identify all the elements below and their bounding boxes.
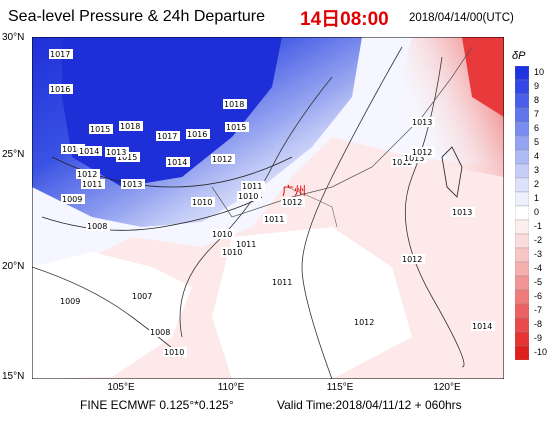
colorbar-swatch (515, 66, 529, 81)
init-time: 2018/04/14/00(UTC) (409, 12, 514, 24)
colorbar-swatch (515, 219, 529, 235)
colorbar-tick-label: -4 (534, 263, 543, 273)
colorbar-swatch (515, 177, 529, 193)
colorbar-tick-label: -9 (534, 333, 543, 343)
colorbar-tick-label: 4 (534, 151, 540, 161)
lon-tick: 110°E (217, 382, 245, 393)
colorbar-tick-label: -2 (534, 235, 543, 245)
colorbar-swatch (515, 107, 529, 123)
lat-tick: 20°N (2, 261, 25, 272)
lon-tick: 120°E (433, 382, 461, 393)
colorbar-tick-label: 1 (534, 193, 540, 203)
colorbar-swatch (515, 233, 529, 249)
colorbar-swatch (515, 205, 529, 221)
colorbar-swatch (515, 191, 529, 207)
colorbar-tick-label: 6 (534, 123, 540, 133)
colorbar-swatch (515, 317, 529, 333)
colorbar-label: δP (512, 50, 526, 62)
colorbar-swatch (515, 79, 529, 95)
colorbar-swatch (515, 261, 529, 277)
colorbar-tick-label: 9 (534, 81, 540, 91)
lat-tick: 30°N (2, 32, 25, 43)
colorbar-swatch (515, 289, 529, 305)
colorbar-swatch (515, 331, 529, 347)
colorbar-tick-label: 0 (534, 207, 540, 217)
valid-time-footer: Valid Time:2018/04/11/12 + 060hrs (277, 398, 462, 412)
lat-tick: 25°N (2, 149, 25, 160)
forecast-time-title: 14日08:00 (300, 9, 389, 30)
lon-tick: 105°E (107, 382, 135, 393)
colorbar-tick-label: 10 (534, 67, 545, 77)
pressure-map: 广州 (32, 37, 504, 379)
colorbar-swatch (515, 303, 529, 319)
colorbar-swatch (515, 121, 529, 137)
colorbar-swatch (515, 135, 529, 151)
city-label: 广州 (282, 184, 306, 198)
colorbar-tick-label: -5 (534, 277, 543, 287)
map-title: Sea-level Pressure & 24h Departure (8, 8, 266, 25)
colorbar-swatch (515, 93, 529, 109)
colorbar-tick-label: 3 (534, 165, 540, 175)
colorbar-tick-label: -7 (534, 305, 543, 315)
colorbar-tick-label: -3 (534, 249, 543, 259)
colorbar-tick-label: -1 (534, 221, 543, 231)
colorbar-tick-label: -6 (534, 291, 543, 301)
colorbar-tick-label: 7 (534, 109, 540, 119)
colorbar-swatch (515, 275, 529, 291)
colorbar-swatch (515, 247, 529, 263)
lon-tick: 115°E (326, 382, 354, 393)
colorbar-swatch (515, 163, 529, 179)
colorbar-swatch (515, 149, 529, 165)
colorbar-tick-label: 2 (534, 179, 540, 189)
colorbar-tick-label: 8 (534, 95, 540, 105)
lat-tick: 15°N (2, 371, 25, 382)
colorbar-tick-label: -8 (534, 319, 543, 329)
colorbar-tick-label: 5 (534, 137, 540, 147)
colorbar-swatch (515, 345, 529, 360)
model-footer: FINE ECMWF 0.125°*0.125° (80, 398, 234, 412)
colorbar (515, 66, 529, 360)
colorbar-tick-label: -10 (534, 347, 548, 357)
